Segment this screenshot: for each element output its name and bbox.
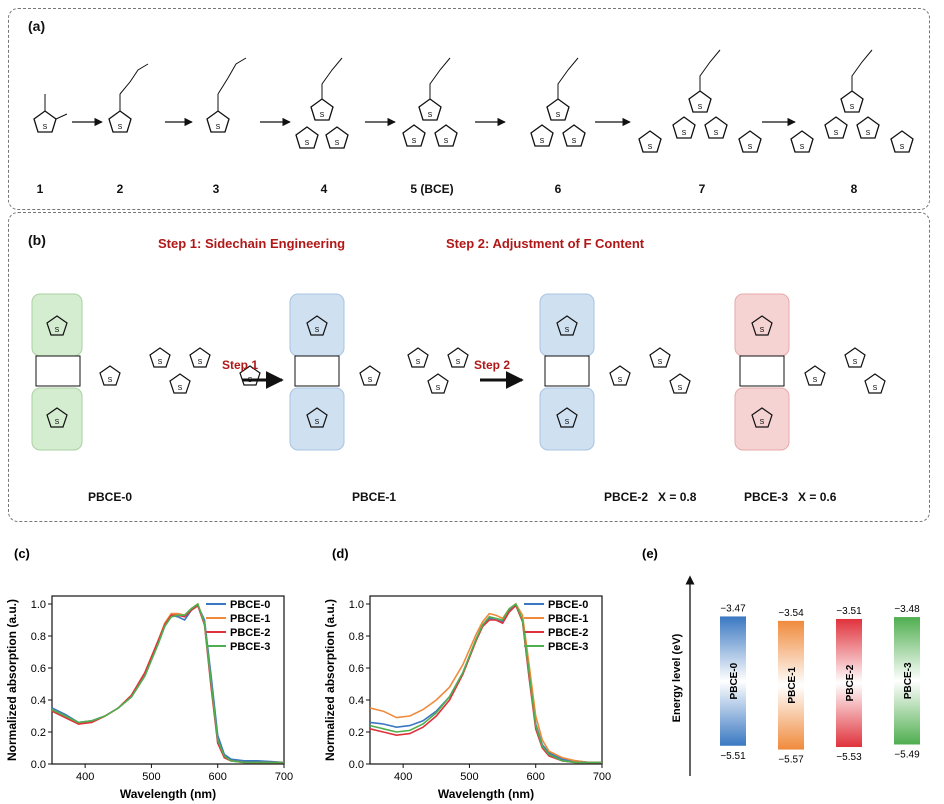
step2-arrow-label: Step 2 [474,358,511,372]
x-tick-label: 700 [593,771,611,783]
y-tick-label: 0.2 [31,727,46,739]
bar-name-pbce-0: PBCE-0 [729,662,740,699]
legend-label-pbce-0: PBCE-0 [548,599,588,611]
step1-arrow-label: Step 1 [222,358,259,372]
pbce1-backbone [294,315,469,428]
legend-label-pbce-2: PBCE-2 [230,627,270,639]
pbce0-backbone [35,315,261,428]
compound-label-8: 8 [850,182,858,196]
lumo-label-pbce-0: −3.47 [720,603,746,614]
compound-label-3: 3 [212,182,220,196]
bar-name-pbce-3: PBCE-3 [903,662,914,699]
y-tick-label: 0.8 [349,631,364,643]
compound-label-2: 2 [116,182,124,196]
x-tick-label: 400 [76,771,94,783]
series-line-pbce-3 [369,602,602,764]
x-tick-label: 500 [460,771,478,783]
y-tick-label: 0.4 [31,695,46,707]
polymer-scheme: S [31,293,886,451]
compound-7-structure [638,49,762,153]
x-axis-label: Wavelength (nm) [120,787,216,801]
compound-8-structure [790,49,914,153]
panel-b-frame [8,212,930,522]
pbce0-top-highlight [31,293,83,357]
homo-label-pbce-3: −5.49 [894,749,920,760]
compound-label-7: 7 [698,182,706,196]
legend-label-pbce-1: PBCE-1 [548,613,588,625]
step1-title: Step 1: Sidechain Engineering [158,236,346,251]
panel-label: (d) [332,546,349,561]
legend-label-pbce-3: PBCE-3 [230,641,270,653]
compound-5-structure [402,57,458,147]
y-axis-label: Normalized absorption (a.u.) [5,599,19,761]
plot-frame [51,595,285,765]
synthesis-scheme: S [33,49,914,153]
bar-name-pbce-2: PBCE-2 [845,664,856,701]
homo-label-pbce-1: −5.57 [778,755,804,766]
legend-label-pbce-0: PBCE-0 [230,599,270,611]
y-tick-label: 0.6 [31,663,46,675]
y-tick-label: 0.8 [31,631,46,643]
plot-frame [369,595,603,765]
x-tick-label: 400 [394,771,412,783]
series-line-pbce-3 [51,602,284,764]
absorption-chart-solution: (c) 400 500 600 700 0.0 0.2 0.4 0.6 0.8 1.0 Wavelen… [5,546,293,801]
panel-b-label: (b) [28,232,46,248]
panel-label: (c) [14,546,30,561]
compound-2-structure [108,63,149,133]
energy-bar-pbce-1 [778,620,804,750]
x-axis-label: Wavelength (nm) [438,787,534,801]
compound-label-1: 1 [36,182,44,196]
y-tick-label: 1.0 [349,599,364,611]
pbce1-top-highlight [289,293,345,357]
energy-bar-pbce-2 [836,618,862,748]
homo-label-pbce-2: −5.53 [836,752,862,763]
pbce2-top-highlight [539,293,595,357]
lumo-label-pbce-3: −3.48 [894,604,920,615]
pbce3-top-highlight [734,293,790,357]
homo-label-pbce-0: −5.51 [720,751,746,762]
y-tick-label: 0.0 [31,759,46,771]
y-axis-label: Normalized absorption (a.u.) [323,599,337,761]
y-tick-label: 0.6 [349,663,364,675]
absorption-chart-film: (d) 400 500 600 700 0.0 0.2 0.4 0.6 0.8 1.0 Wavelen… [323,546,611,801]
compound-3-structure [206,57,247,133]
compound-6-structure [530,57,586,147]
y-tick-label: 0.4 [349,695,364,707]
y-tick-label: 0.0 [349,759,364,771]
x-tick-label: 600 [527,771,545,783]
compound-label-5: 5 (BCE) [410,182,454,196]
y-tick-label: 0.2 [349,727,364,739]
panel-label: (e) [642,546,658,561]
panel-a-label: (a) [28,18,46,34]
series-line-pbce-1 [369,602,602,764]
energy-bar-pbce-0 [720,616,746,746]
panel-a-frame [8,8,930,210]
legend-label-pbce-2: PBCE-2 [548,627,588,639]
compound-1-structure [33,94,68,133]
polymer-name-pbce1: PBCE-1 [352,490,397,504]
compound-label-4: 4 [320,182,328,196]
polymer-name-pbce0: PBCE-0 [88,490,133,504]
legend-label-pbce-1: PBCE-1 [230,613,270,625]
compound-4-structure [295,57,349,149]
energy-bar-pbce-3 [894,617,920,745]
compound-label-6: 6 [554,182,562,196]
lumo-label-pbce-1: −3.54 [778,608,804,619]
y-tick-label: 1.0 [31,599,46,611]
y-axis-label: Energy level (eV) [671,633,683,722]
series-line-pbce-2 [369,604,602,764]
pbce3-backbone [739,315,886,428]
energy-level-chart: (e) Energy level (eV) PBCE-0 −3.47 −5.51 PBCE… [642,546,920,776]
step2-title: Step 2: Adjustment of F Content [446,236,645,251]
legend-label-pbce-3: PBCE-3 [548,641,588,653]
polymer-name-pbce3: PBCE-3 X = 0.6 [744,490,837,504]
lumo-label-pbce-2: −3.51 [836,606,862,617]
polymer-name-pbce2: PBCE-2 X = 0.8 [604,490,697,504]
x-tick-label: 500 [142,771,160,783]
bar-name-pbce-1: PBCE-1 [787,666,798,703]
x-tick-label: 600 [209,771,227,783]
pbce2-backbone [544,315,691,428]
x-tick-label: 700 [275,771,293,783]
